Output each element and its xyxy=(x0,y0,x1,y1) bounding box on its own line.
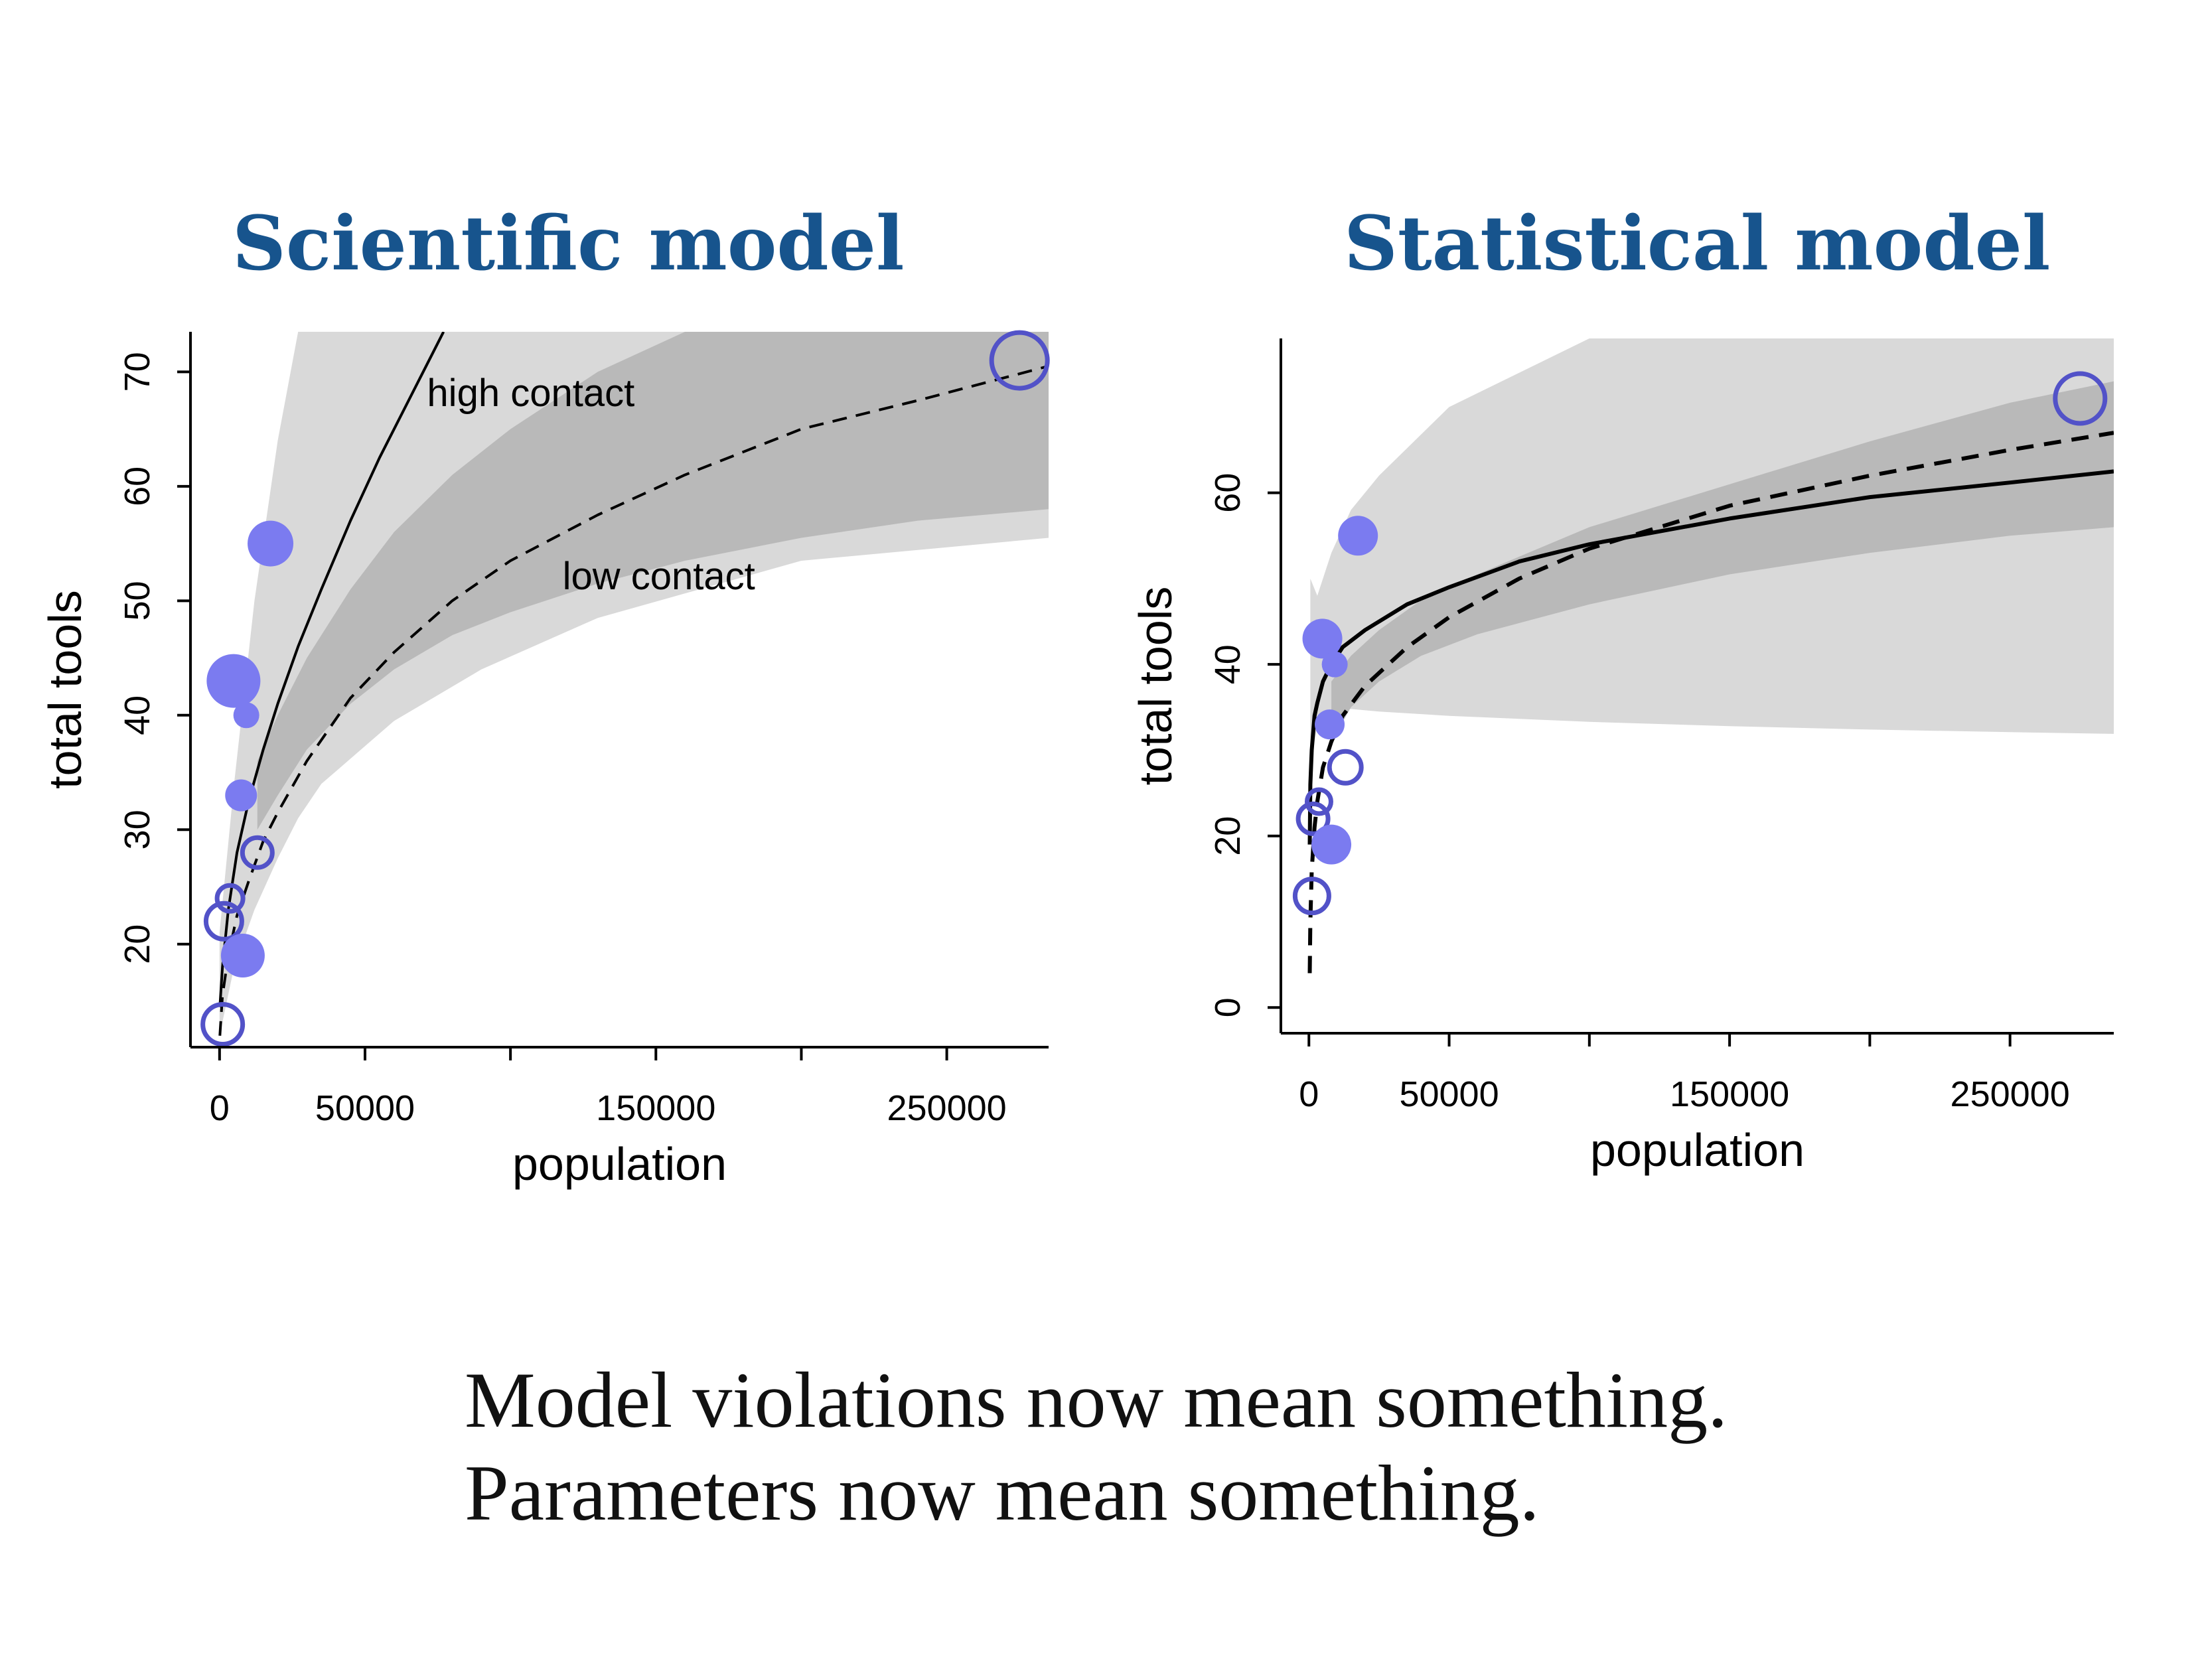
data-point xyxy=(1311,824,1352,865)
x-tick-label: 0 xyxy=(1299,1074,1319,1114)
data-point xyxy=(233,702,259,729)
data-point xyxy=(225,779,258,812)
y-tick-label: 60 xyxy=(117,467,157,506)
band-inner xyxy=(1331,381,2114,742)
data-point-open xyxy=(214,883,246,914)
data-point-open xyxy=(1304,787,1333,816)
data-point-open xyxy=(2053,371,2108,426)
data-point xyxy=(206,654,261,708)
band-inner xyxy=(257,332,1049,830)
x-axis-label: population xyxy=(1590,1124,1805,1176)
data-point-open xyxy=(989,330,1050,391)
annotation-low-contact: low contact xyxy=(563,555,755,598)
x-tick-label: 150000 xyxy=(596,1088,715,1128)
x-tick-label: 50000 xyxy=(1399,1074,1499,1114)
y-tick-label: 20 xyxy=(1208,816,1248,856)
y-tick-label: 40 xyxy=(1208,644,1248,684)
y-tick-label: 30 xyxy=(117,810,157,849)
series-line-solid xyxy=(1307,469,2114,845)
data-point xyxy=(1321,651,1348,678)
data-point-open xyxy=(200,1002,246,1047)
y-tick-label: 40 xyxy=(117,695,157,735)
scientific-model-plot: 0 50000 150000 250000 20 30 40 50 60 70 population… xyxy=(39,330,1050,1190)
data-point-open xyxy=(1295,801,1331,836)
y-axis-label: total tools xyxy=(39,590,91,789)
y-axis-label: total tools xyxy=(1130,587,1181,786)
data-point xyxy=(1302,618,1343,659)
caption-line-1: Model violations now mean something. xyxy=(465,1356,1728,1444)
scientific-model-title: Scientific model xyxy=(232,200,905,287)
y-tick-label: 20 xyxy=(117,924,157,964)
annotation-high-contact: high contact xyxy=(427,372,634,415)
x-axis-label: population xyxy=(512,1138,727,1190)
series-line-dashed xyxy=(218,364,1049,1036)
data-point-open xyxy=(203,901,244,942)
x-tick-label: 250000 xyxy=(1951,1074,2070,1114)
y-tick-label: 0 xyxy=(1208,997,1248,1017)
caption-line-2: Parameters now mean something. xyxy=(465,1449,1540,1537)
data-point xyxy=(1315,709,1345,740)
data-point-open xyxy=(240,835,275,870)
series-line-solid xyxy=(218,332,445,1007)
statistical-model-plot: 0 50000 150000 250000 0 20 40 60 population total… xyxy=(1130,338,2114,1176)
x-tick-label: 250000 xyxy=(887,1088,1006,1128)
data-point-open xyxy=(1292,877,1331,916)
y-tick-label: 70 xyxy=(117,352,157,392)
data-point-open xyxy=(1327,749,1364,786)
series-line-dashed xyxy=(1307,431,2114,974)
x-tick-label: 50000 xyxy=(315,1088,415,1128)
x-tick-label: 150000 xyxy=(1670,1074,1789,1114)
statistical-model-title: Statistical model xyxy=(1344,200,2051,287)
data-point xyxy=(248,520,294,567)
y-tick-label: 50 xyxy=(117,581,157,620)
data-point xyxy=(1338,516,1378,556)
plot-area xyxy=(218,332,1049,1036)
data-point xyxy=(220,934,265,978)
x-tick-label: 0 xyxy=(210,1088,230,1128)
y-tick-label: 60 xyxy=(1208,473,1248,513)
plot-area xyxy=(1307,338,2114,974)
